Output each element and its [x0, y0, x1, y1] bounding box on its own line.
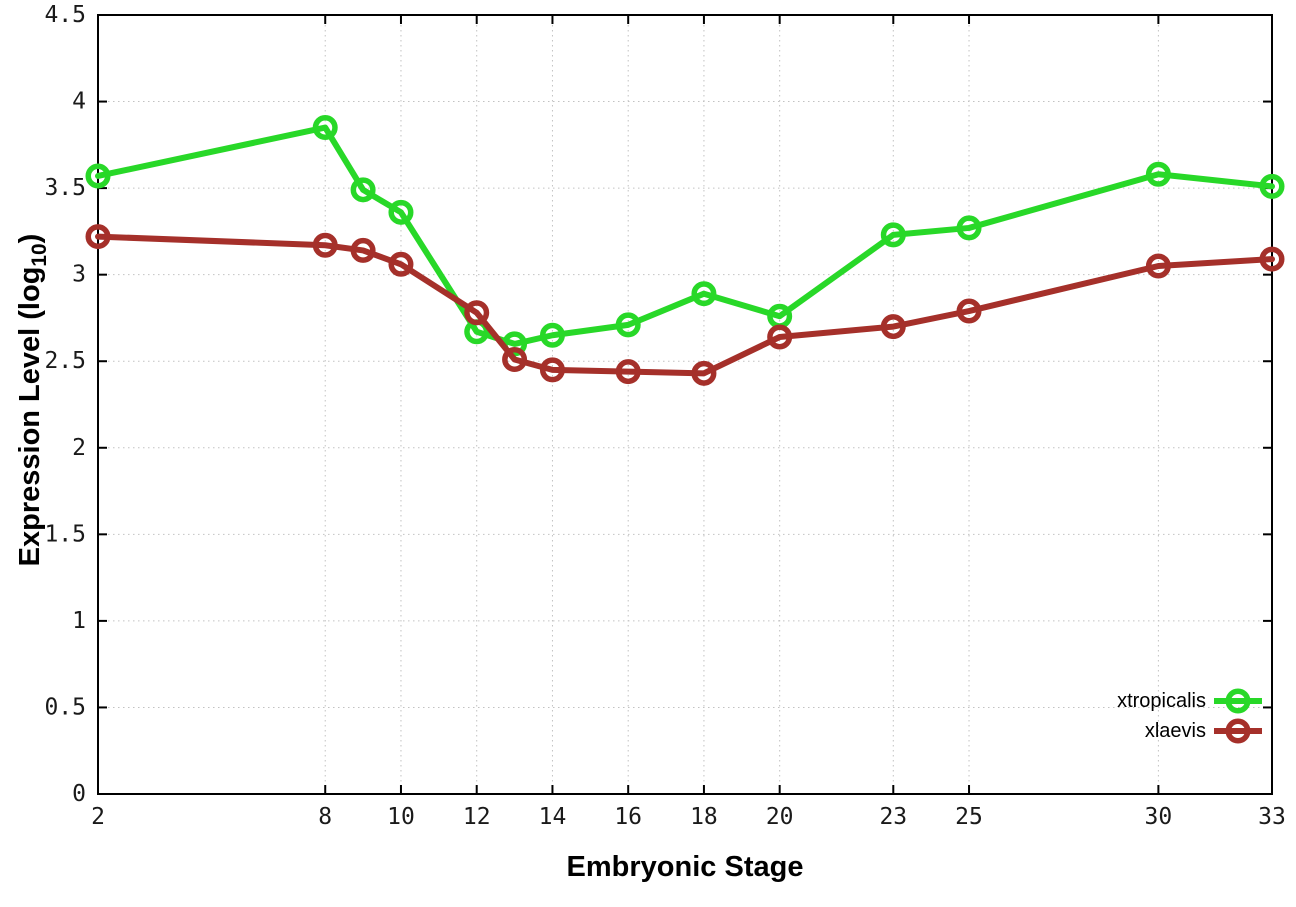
data-point-xlaevis: [85, 224, 111, 250]
legend-label-xlaevis: xlaevis: [1145, 720, 1206, 742]
data-point-xtropicalis: [1145, 161, 1171, 187]
plot-border: [97, 14, 1273, 795]
data-point-xlaevis: [767, 324, 793, 350]
data-point-xtropicalis: [956, 215, 982, 241]
data-point-xtropicalis: [615, 312, 641, 338]
data-point-xtropicalis: [350, 177, 376, 203]
data-point-xlaevis: [502, 346, 528, 372]
x-tick-label: 2: [91, 804, 105, 830]
x-tick-label: 10: [387, 804, 415, 830]
y-tick-label: 4: [72, 89, 86, 115]
series-line-xlaevis: [95, 233, 1275, 377]
legend-label-xtropicalis: xtropicalis: [1117, 690, 1206, 712]
x-tick-label: 18: [690, 804, 718, 830]
x-tick-label: 33: [1258, 804, 1286, 830]
x-axis-title: Embryonic Stage: [566, 851, 804, 883]
data-point-xtropicalis: [312, 115, 338, 141]
data-point-xtropicalis: [85, 163, 111, 189]
data-point-xlaevis: [956, 298, 982, 324]
data-point-xlaevis: [691, 360, 717, 386]
x-tick-label: 16: [614, 804, 642, 830]
y-axis-title-close: ): [14, 233, 46, 244]
y-tick-label: 1: [72, 608, 86, 634]
data-point-xtropicalis: [880, 222, 906, 248]
data-point-xtropicalis: [539, 322, 565, 348]
y-tick-label: 1.5: [44, 521, 86, 547]
y-axis-title-text: Expression Level (log: [14, 266, 46, 567]
data-point-xlaevis: [1259, 246, 1285, 272]
y-tick-label: 0.5: [44, 694, 86, 720]
x-tick-label: 20: [766, 804, 794, 830]
data-point-xlaevis: [615, 359, 641, 385]
x-tick-label: 8: [318, 804, 332, 830]
data-point-xlaevis: [880, 314, 906, 340]
x-tick-label: 12: [463, 804, 491, 830]
x-tick-label: 25: [955, 804, 983, 830]
data-point-xtropicalis: [388, 199, 414, 225]
series-line-xtropicalis: [95, 124, 1275, 347]
data-point-xlaevis: [388, 251, 414, 277]
legend-sample-marker: [1225, 718, 1251, 744]
y-axis-title: Expression Level (log10): [10, 10, 51, 790]
y-tick-label: 0: [72, 781, 86, 807]
data-point-xtropicalis: [1259, 173, 1285, 199]
data-point-xtropicalis: [691, 281, 717, 307]
legend-sample-marker: [1225, 688, 1251, 714]
y-axis-title-subscript: 10: [27, 243, 51, 267]
data-point-xlaevis: [1145, 253, 1171, 279]
data-point-xlaevis: [539, 357, 565, 383]
x-tick-label: 30: [1145, 804, 1173, 830]
y-tick-label: 2.5: [44, 348, 86, 374]
data-point-xlaevis: [312, 232, 338, 258]
x-tick-label: 14: [539, 804, 567, 830]
y-tick-label: 3.5: [44, 175, 86, 201]
y-tick-label: 4.5: [44, 2, 86, 28]
x-tick-label: 23: [879, 804, 907, 830]
y-tick-label: 2: [72, 435, 86, 461]
data-point-xlaevis: [464, 300, 490, 326]
y-tick-label: 3: [72, 262, 86, 288]
data-point-xlaevis: [350, 237, 376, 263]
